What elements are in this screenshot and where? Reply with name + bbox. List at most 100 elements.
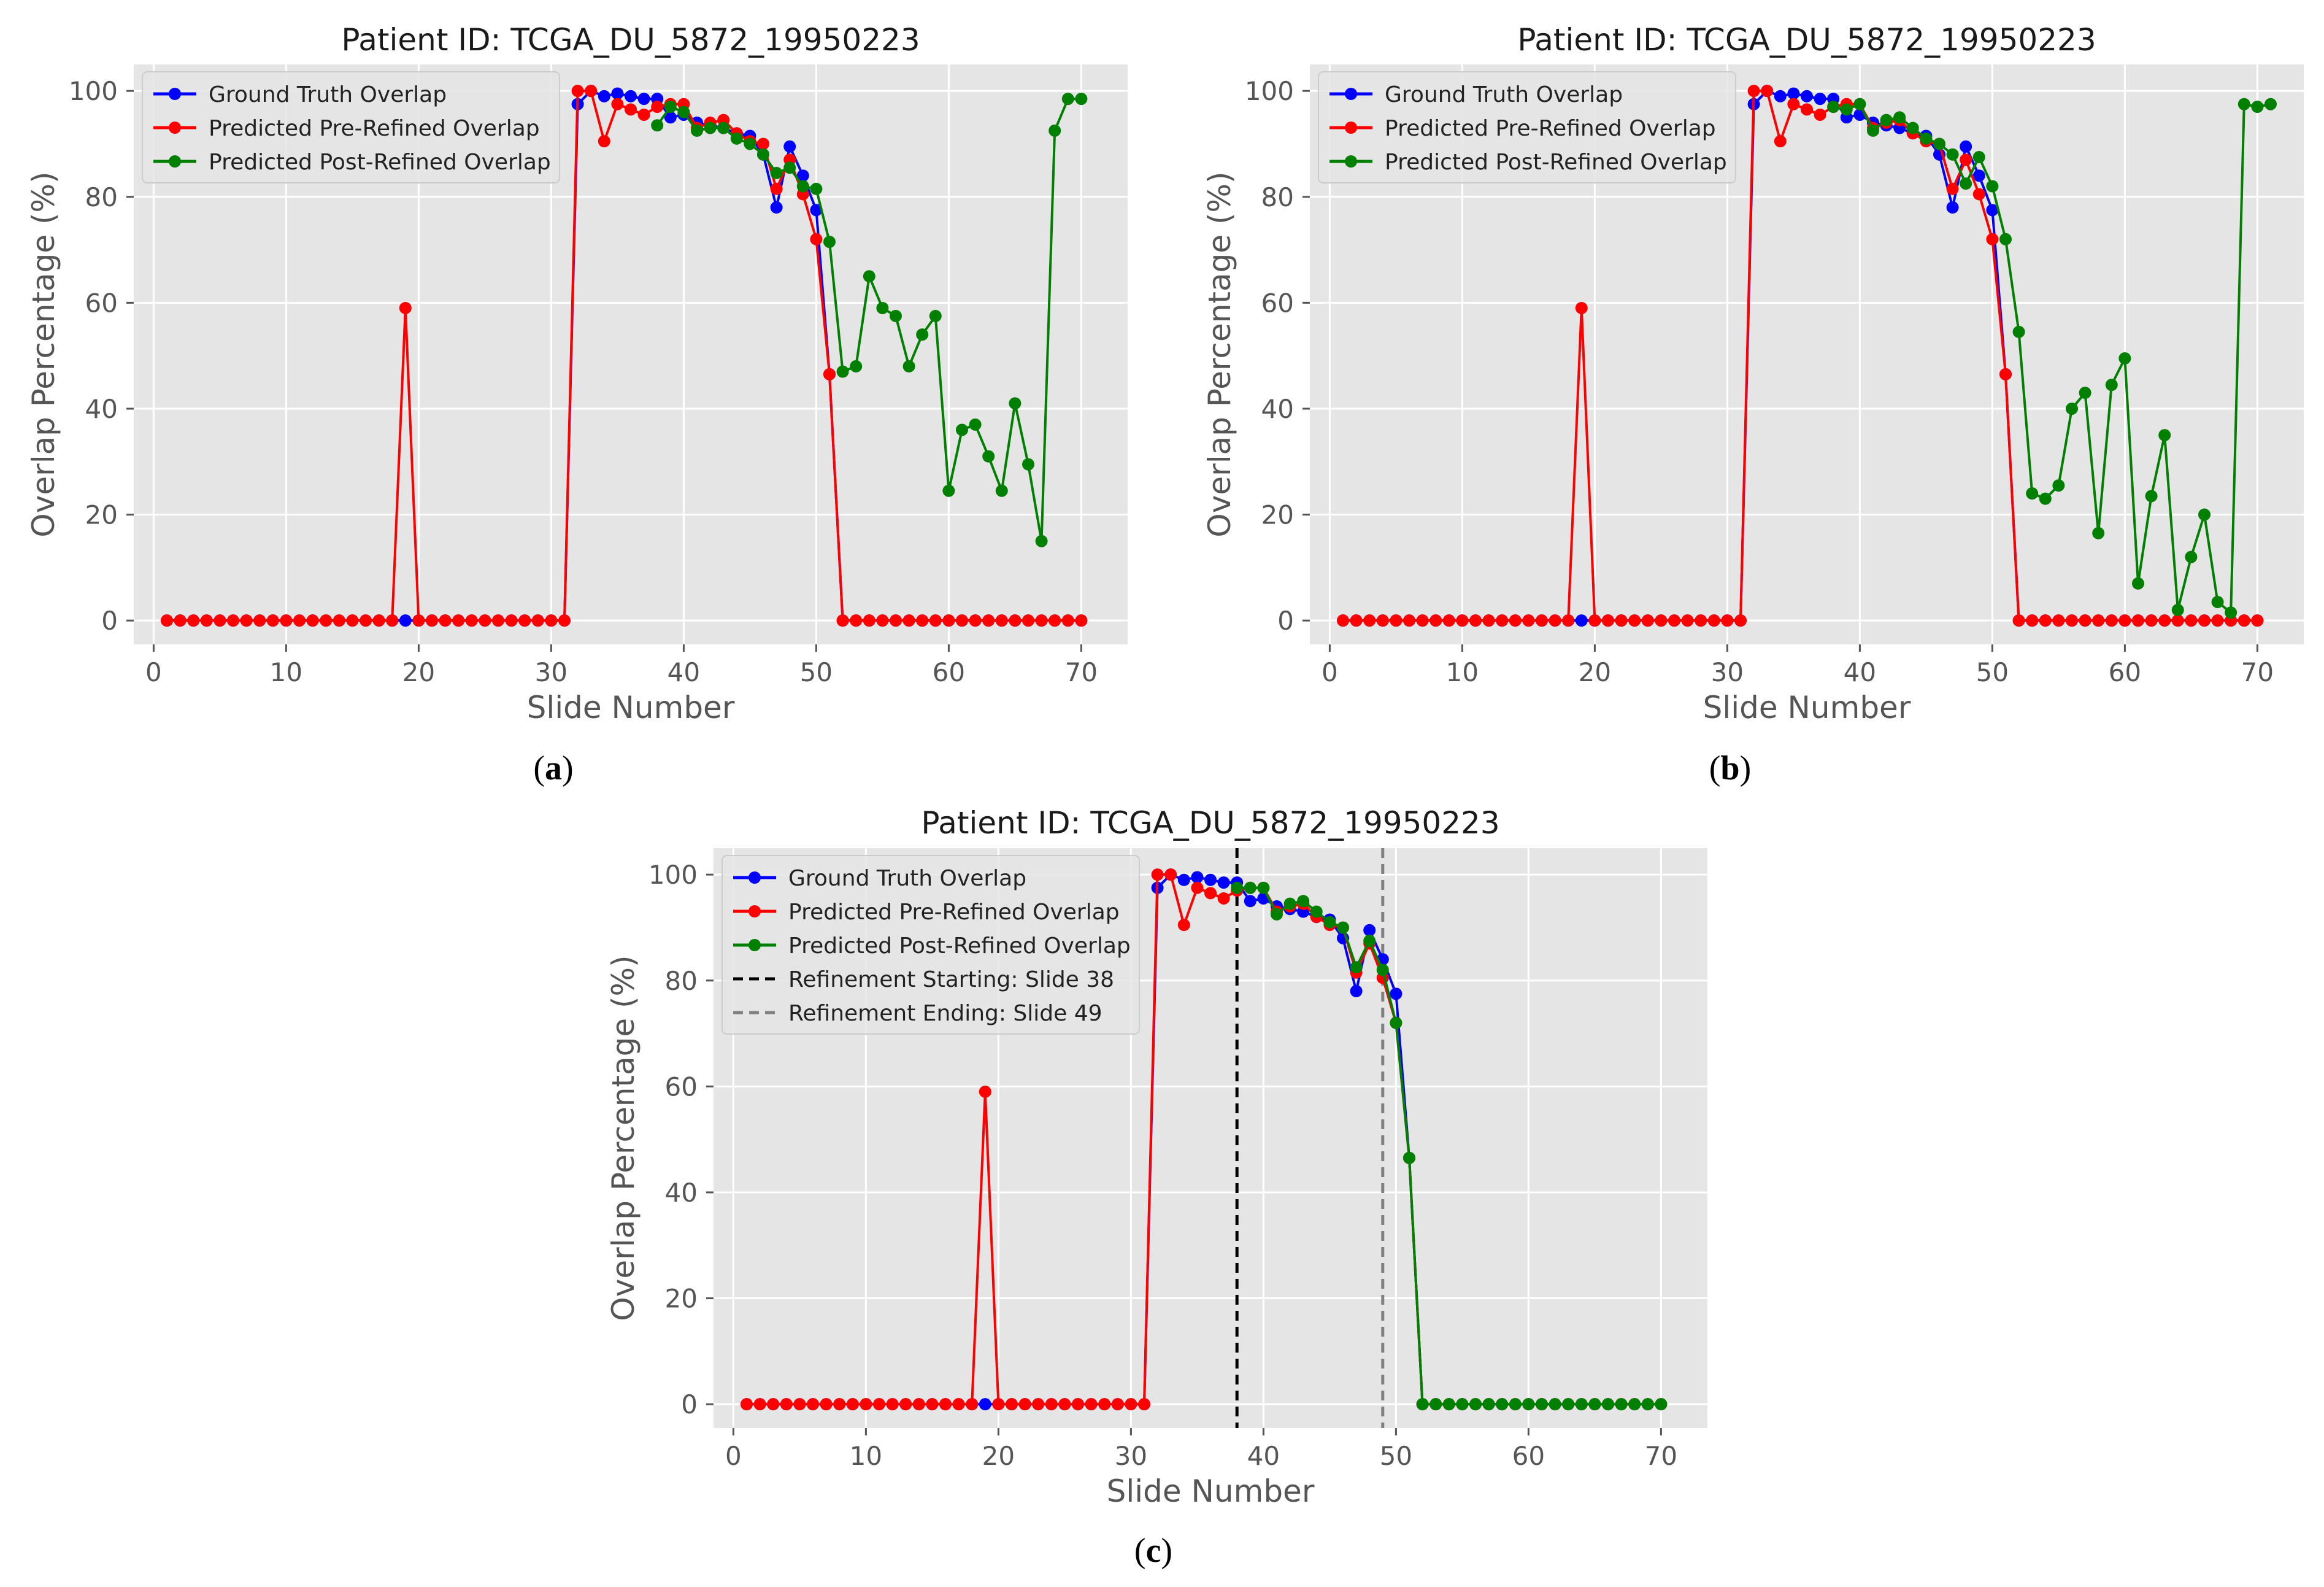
panel-label-open: ( — [1134, 1532, 1146, 1570]
data-point — [2105, 614, 2118, 627]
data-point — [850, 360, 863, 373]
data-point — [1164, 868, 1177, 881]
x-tick-label: 30 — [1711, 657, 1744, 687]
data-point — [240, 614, 253, 627]
legend-label: Ground Truth Overlap — [1385, 82, 1623, 107]
data-point — [1217, 876, 1230, 889]
data-point — [1018, 1398, 1031, 1411]
data-point — [1283, 897, 1296, 910]
data-point — [836, 614, 849, 627]
data-point — [253, 614, 266, 627]
data-point — [1403, 614, 1415, 627]
data-point — [625, 103, 637, 116]
data-point — [1350, 985, 1363, 998]
data-point — [1416, 614, 1429, 627]
panel-label-letter: a — [545, 749, 562, 787]
data-point — [1442, 1398, 1455, 1411]
data-point — [2012, 325, 2025, 338]
y-tick-label: 100 — [648, 860, 698, 890]
data-point — [1562, 1398, 1575, 1411]
series-line — [1343, 90, 2258, 622]
x-axis-label: Slide Number — [527, 690, 735, 725]
legend-box — [721, 855, 1140, 1035]
data-point — [1022, 458, 1034, 471]
data-point — [1628, 614, 1641, 627]
data-point — [1893, 111, 1906, 124]
legend-label: Predicted Post-Refined Overlap — [209, 150, 551, 175]
data-point — [1827, 101, 1840, 114]
y-tick-label: 20 — [665, 1284, 698, 1314]
data-point — [942, 614, 955, 627]
data-point — [1111, 1398, 1124, 1411]
data-point — [651, 101, 664, 114]
x-tick-label: 50 — [800, 657, 833, 687]
data-point — [810, 233, 823, 245]
data-point — [2211, 595, 2224, 608]
data-point — [1972, 188, 1985, 201]
data-point — [1734, 614, 1747, 627]
data-point — [1588, 614, 1601, 627]
x-tick-label: 30 — [1115, 1441, 1147, 1471]
data-point — [2092, 614, 2105, 627]
data-point — [386, 614, 399, 627]
data-point — [1456, 614, 1469, 627]
data-point — [1217, 892, 1230, 905]
y-tick-label: 100 — [1245, 76, 1294, 106]
data-point — [664, 111, 677, 124]
panel-label-open: ( — [1709, 749, 1721, 787]
data-point — [2132, 577, 2144, 590]
data-point — [956, 614, 968, 627]
data-point — [333, 614, 345, 627]
data-point — [1177, 873, 1190, 886]
data-point — [890, 614, 902, 627]
data-point — [1429, 614, 1442, 627]
data-point — [757, 148, 769, 161]
data-point — [691, 124, 703, 137]
data-point — [1376, 963, 1389, 976]
data-point — [280, 614, 293, 627]
data-point — [293, 614, 306, 627]
data-point — [730, 132, 743, 145]
data-point — [886, 1398, 899, 1411]
legend-item: Predicted Pre-Refined Overlap — [733, 900, 1120, 925]
data-point — [1035, 535, 1048, 547]
legend-item: Predicted Post-Refined Overlap — [153, 150, 551, 175]
x-tick-label: 0 — [725, 1441, 742, 1471]
data-point — [2079, 614, 2091, 627]
data-point — [2145, 490, 2158, 503]
data-point — [1602, 614, 1614, 627]
x-tick-label: 20 — [1579, 657, 1611, 687]
panel-label-close: ) — [1161, 1532, 1172, 1570]
data-point — [266, 614, 279, 627]
chart-panel-c: 0 10 20 30 40 50 60 70 0 20 40 60 80 100 Patient ID: T… — [606, 805, 1707, 1570]
data-point — [227, 614, 239, 627]
data-point — [1403, 1151, 1415, 1164]
data-point — [2105, 379, 2118, 392]
data-point — [1496, 1398, 1509, 1411]
x-tick-label: 60 — [2109, 657, 2141, 687]
data-point — [2185, 550, 2198, 563]
data-point — [873, 1398, 885, 1411]
data-point — [1337, 614, 1349, 627]
data-point — [1390, 1016, 1402, 1029]
y-tick-label: 20 — [85, 500, 118, 530]
data-point — [1906, 122, 1919, 134]
data-point — [1204, 873, 1217, 886]
y-tick-label: 40 — [1261, 394, 1294, 424]
data-point — [598, 135, 610, 148]
data-point — [1390, 987, 1402, 1000]
data-point — [1363, 614, 1376, 627]
data-point — [1257, 881, 1270, 894]
y-tick-label: 60 — [1261, 288, 1294, 318]
panel-label-letter: b — [1720, 749, 1739, 787]
legend-label: Ground Truth Overlap — [209, 82, 447, 107]
data-point — [1098, 1398, 1111, 1411]
legend-item: Predicted Pre-Refined Overlap — [1329, 116, 1716, 141]
chart-panel-a: 0 10 20 30 40 50 60 70 0 20 40 60 80 100 Patient ID: T… — [26, 22, 1128, 787]
data-point — [1801, 90, 1813, 102]
data-point — [1125, 1398, 1137, 1411]
legend-label: Predicted Post-Refined Overlap — [1385, 150, 1727, 175]
y-tick-label: 80 — [1261, 182, 1294, 212]
data-point — [916, 328, 929, 341]
data-point — [545, 614, 558, 627]
